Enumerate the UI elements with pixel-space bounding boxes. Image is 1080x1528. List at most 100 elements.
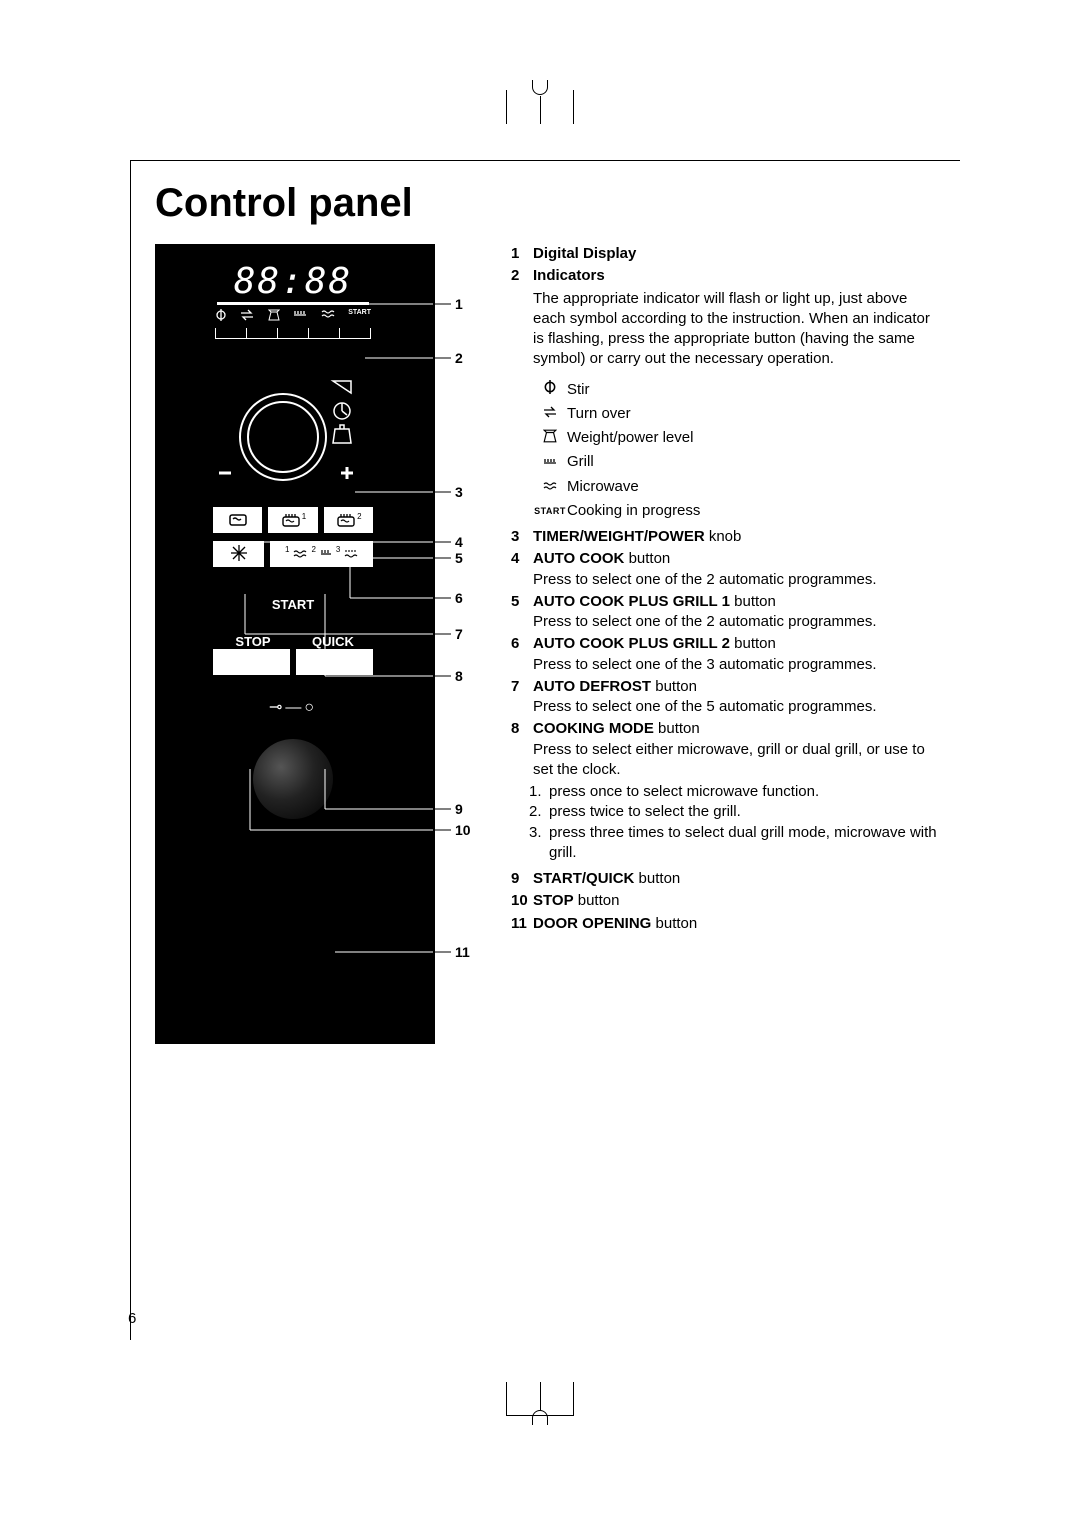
page-frame: Control panel 88:88 xyxy=(130,160,960,1340)
def-term: Indicators xyxy=(533,267,605,284)
def-term: Digital Display xyxy=(533,245,636,262)
sublist-num: 2. xyxy=(529,802,549,822)
def-item: 5 AUTO COOK PLUS GRILL 1 button Press to … xyxy=(511,592,940,633)
def-item: 10 STOP button xyxy=(511,891,940,911)
def-item: 4 AUTO COOK buttonPress to select one of… xyxy=(511,549,940,590)
auto-defrost-button[interactable] xyxy=(213,541,264,567)
def-num: 3 xyxy=(511,527,533,547)
sublist-num: 3. xyxy=(529,823,549,864)
callout-2: 2 xyxy=(455,350,463,366)
def-term: DOOR OPENING xyxy=(533,915,651,932)
callout-3: 3 xyxy=(455,484,463,500)
display-underline xyxy=(217,302,369,305)
start-word-icon: START xyxy=(533,505,567,517)
grill1-sup: 1 xyxy=(302,512,306,521)
auto-cook-grill-2-button[interactable]: 2 xyxy=(324,507,373,533)
def-suffix: button xyxy=(634,870,680,887)
knob-area xyxy=(213,373,373,493)
weight-power-icon xyxy=(533,429,567,448)
grill2-sup: 2 xyxy=(357,512,361,521)
sublist-item: 2.press twice to select the grill. xyxy=(529,802,940,822)
def-desc: Press to select one of the 3 automatic p… xyxy=(533,656,877,673)
crop-mark-bottom xyxy=(506,1382,574,1416)
definition-list-2: 3 TIMER/WEIGHT/POWER knob 4 AUTO COOK bu… xyxy=(511,527,940,780)
def-num: 7 xyxy=(511,677,533,718)
def-term: AUTO COOK xyxy=(533,550,624,567)
crop-mark-top xyxy=(506,90,574,124)
button-row-1: 1 2 xyxy=(213,507,373,533)
def-term: START/QUICK xyxy=(533,870,634,887)
indicator-start: START Cooking in progress xyxy=(533,501,940,521)
key-lock-icon: ⊸—○ xyxy=(213,697,373,717)
button-row-2: 1 2 3 xyxy=(213,541,373,567)
def-term: AUTO COOK PLUS GRILL 1 xyxy=(533,593,730,610)
stop-button[interactable] xyxy=(213,649,290,675)
autocook-grill-icon xyxy=(280,511,302,530)
def-suffix: button xyxy=(574,892,620,909)
def-num: 10 xyxy=(511,891,533,911)
indicator-legend: Stir Turn over Weight/power level Grill … xyxy=(533,380,940,522)
auto-cook-grill-1-button[interactable]: 1 xyxy=(268,507,317,533)
def-item: 7 AUTO DEFROST buttonPress to select one… xyxy=(511,677,940,718)
def-num: 9 xyxy=(511,869,533,889)
indicator-icon-row: START xyxy=(215,309,371,324)
def-desc: Press to select one of the 2 automatic p… xyxy=(533,613,877,630)
def-term: STOP xyxy=(533,892,574,909)
callout-4: 4 xyxy=(455,534,463,550)
definition-list-3: 9 START/QUICK button 10 STOP button 11 D… xyxy=(511,869,940,934)
microwave-icon xyxy=(321,309,335,324)
indicator-label: Grill xyxy=(567,452,594,472)
def-desc: Press to select either microwave, grill … xyxy=(533,741,925,778)
digital-display: 88:88 xyxy=(213,264,373,300)
indicator-grill: Grill xyxy=(533,452,940,472)
def-suffix: button xyxy=(651,915,697,932)
indicator-tick-bar xyxy=(215,338,371,339)
defrost-icon xyxy=(230,544,248,565)
def-suffix: knob xyxy=(705,528,742,545)
def-suffix: button xyxy=(624,550,670,567)
autocook-icon xyxy=(227,511,249,530)
indicator-tick-row xyxy=(215,328,371,338)
grill-icon xyxy=(533,454,567,472)
def-suffix: button xyxy=(730,635,776,652)
weight-power-icon xyxy=(268,309,280,324)
def-term: TIMER/WEIGHT/POWER xyxy=(533,528,705,545)
sublist-text: press three times to select dual grill m… xyxy=(549,823,940,864)
callout-1: 1 xyxy=(455,296,463,312)
start-quick-button[interactable] xyxy=(296,649,373,675)
stop-label: STOP xyxy=(213,634,293,649)
def-suffix: button xyxy=(730,593,776,610)
callout-11: 11 xyxy=(455,944,470,960)
def-term: AUTO COOK PLUS GRILL 2 xyxy=(533,635,730,652)
def-num: 1 xyxy=(511,244,533,264)
start-label: START xyxy=(213,597,373,612)
microwave-icon xyxy=(533,478,567,496)
def-num: 6 xyxy=(511,634,533,675)
stir-icon xyxy=(215,309,227,324)
def-suffix: button xyxy=(654,720,700,737)
def-item: 8 COOKING MODE buttonPress to select eit… xyxy=(511,719,940,780)
def-desc: Press to select one of the 5 automatic p… xyxy=(533,698,877,715)
callout-7: 7 xyxy=(455,626,463,642)
def-suffix: button xyxy=(651,678,697,695)
def-num: 5 xyxy=(511,592,533,633)
cooking-mode-button[interactable]: 1 2 3 xyxy=(270,541,373,567)
cooking-mode-sublist: 1.press once to select microwave functio… xyxy=(529,782,940,863)
callout-6: 6 xyxy=(455,590,463,606)
stop-start-row xyxy=(213,649,373,675)
def-num: 4 xyxy=(511,549,533,590)
indicator-weight: Weight/power level xyxy=(533,428,940,448)
indicator-microwave: Microwave xyxy=(533,477,940,497)
grill-icon xyxy=(293,309,307,324)
control-panel-faceplate: 88:88 xyxy=(155,244,435,1044)
indicator-label: Weight/power level xyxy=(567,428,693,448)
definition-list: 1 Digital Display 2 Indicators xyxy=(511,244,940,287)
turn-over-icon xyxy=(240,309,254,324)
sublist-text: press once to select microwave function. xyxy=(549,782,940,802)
def-num: 2 xyxy=(511,266,533,286)
content-row: 88:88 xyxy=(155,244,940,1044)
auto-cook-button[interactable] xyxy=(213,507,262,533)
door-open-button[interactable] xyxy=(253,739,333,819)
indicator-paragraph: The appropriate indicator will flash or … xyxy=(533,289,940,370)
indicator-label: Cooking in progress xyxy=(567,501,700,521)
